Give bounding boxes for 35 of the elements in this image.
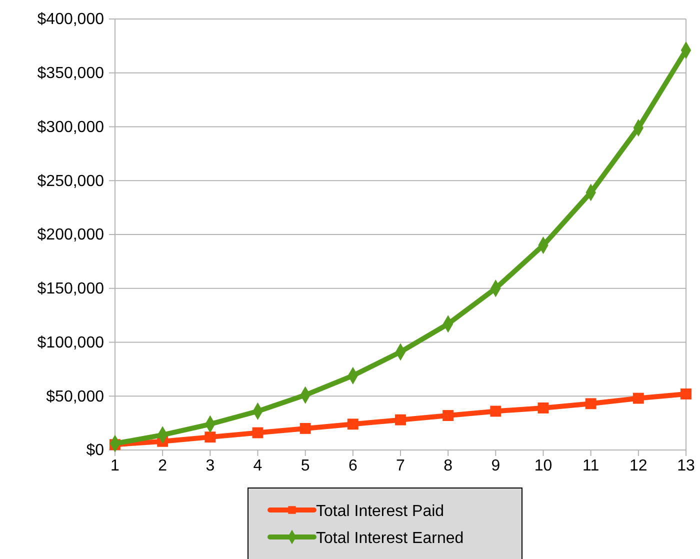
x-tick-label: 8 <box>444 457 453 474</box>
x-tick-label: 10 <box>534 457 552 474</box>
x-tick-label: 9 <box>491 457 500 474</box>
point <box>442 410 454 421</box>
x-tick-label: 11 <box>582 457 600 474</box>
point <box>585 398 596 410</box>
point <box>347 418 358 430</box>
y-tick-label: $400,000 <box>37 11 104 28</box>
point <box>632 392 644 404</box>
x-tick-label: 3 <box>206 457 215 474</box>
point <box>490 406 502 417</box>
y-tick-label: $0 <box>86 442 104 460</box>
point <box>300 422 311 434</box>
y-tick-label: $300,000 <box>37 118 104 136</box>
y-tick-label: $200,000 <box>37 226 104 244</box>
y-tick-label: $250,000 <box>37 172 104 190</box>
point <box>252 427 264 438</box>
x-tick-label: 2 <box>158 457 168 474</box>
x-tick-label: 12 <box>630 457 648 474</box>
x-tick-label: 5 <box>300 457 310 474</box>
y-tick-label: $350,000 <box>37 64 104 82</box>
y-tick-label: $150,000 <box>37 280 104 298</box>
point <box>680 388 692 400</box>
x-tick-label: 13 <box>677 457 695 474</box>
legend-label: Total Interest Earned <box>316 530 464 547</box>
y-tick-label: $50,000 <box>46 388 104 406</box>
x-tick-label: 1 <box>110 457 120 474</box>
legend-label: Total Interest Paid <box>316 503 444 520</box>
point <box>538 402 549 414</box>
point <box>395 414 406 426</box>
y-tick-label: $100,000 <box>37 334 104 352</box>
x-tick-label: 7 <box>396 457 406 474</box>
x-tick-label: 6 <box>348 457 358 474</box>
point <box>204 432 216 443</box>
x-tick-label: 4 <box>253 457 262 474</box>
